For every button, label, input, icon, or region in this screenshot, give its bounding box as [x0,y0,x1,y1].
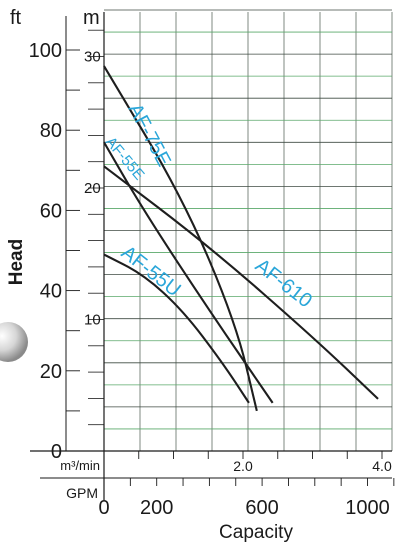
x-tick-label-m3min: 2.0 [233,458,253,474]
y-tick-label-ft: 20 [40,361,62,383]
y-tick-label-m: 30 [84,49,101,66]
y-axis-label: Head [6,239,27,285]
x-tick-label-m3min: 4.0 [372,458,392,474]
series-label-af-55u: AF-55U [117,242,185,302]
y-unit-ft: ft [10,7,22,29]
series-line-af-610 [103,165,379,400]
x-unit-m3min: m³/min [60,458,100,473]
grid [104,9,393,451]
x-tick-label-gpm: 1000 [345,497,390,519]
axes [30,12,395,500]
y-tick-label-ft: 0 [51,441,62,463]
y-tick-label-m: 10 [84,312,101,329]
y-tick-label-ft: 40 [40,281,62,303]
decorative-sphere [0,322,28,362]
x-unit-gpm: GPM [66,485,98,501]
series-line-af-75e [103,65,258,412]
x-axis-label: Capacity [219,522,293,543]
series-line-af-55e [103,141,274,404]
x-tick-label-gpm: 600 [245,497,278,519]
tick-labels: 0 20 40 60 80 100 10 20 30 0 200 600 1000 2.0 4.0 [29,40,392,519]
y-unit-m: m [83,7,100,29]
series-line-af-55u [103,253,250,404]
series-label-af-610: AF-610 [251,255,316,313]
y-tick-label-ft: 80 [40,120,62,142]
y-tick-label-ft: 100 [29,40,62,62]
y-tick-label-ft: 60 [40,200,62,222]
x-tick-label-gpm: 0 [98,497,109,519]
x-tick-label-gpm: 200 [140,497,173,519]
y-tick-label-m: 20 [84,180,101,197]
